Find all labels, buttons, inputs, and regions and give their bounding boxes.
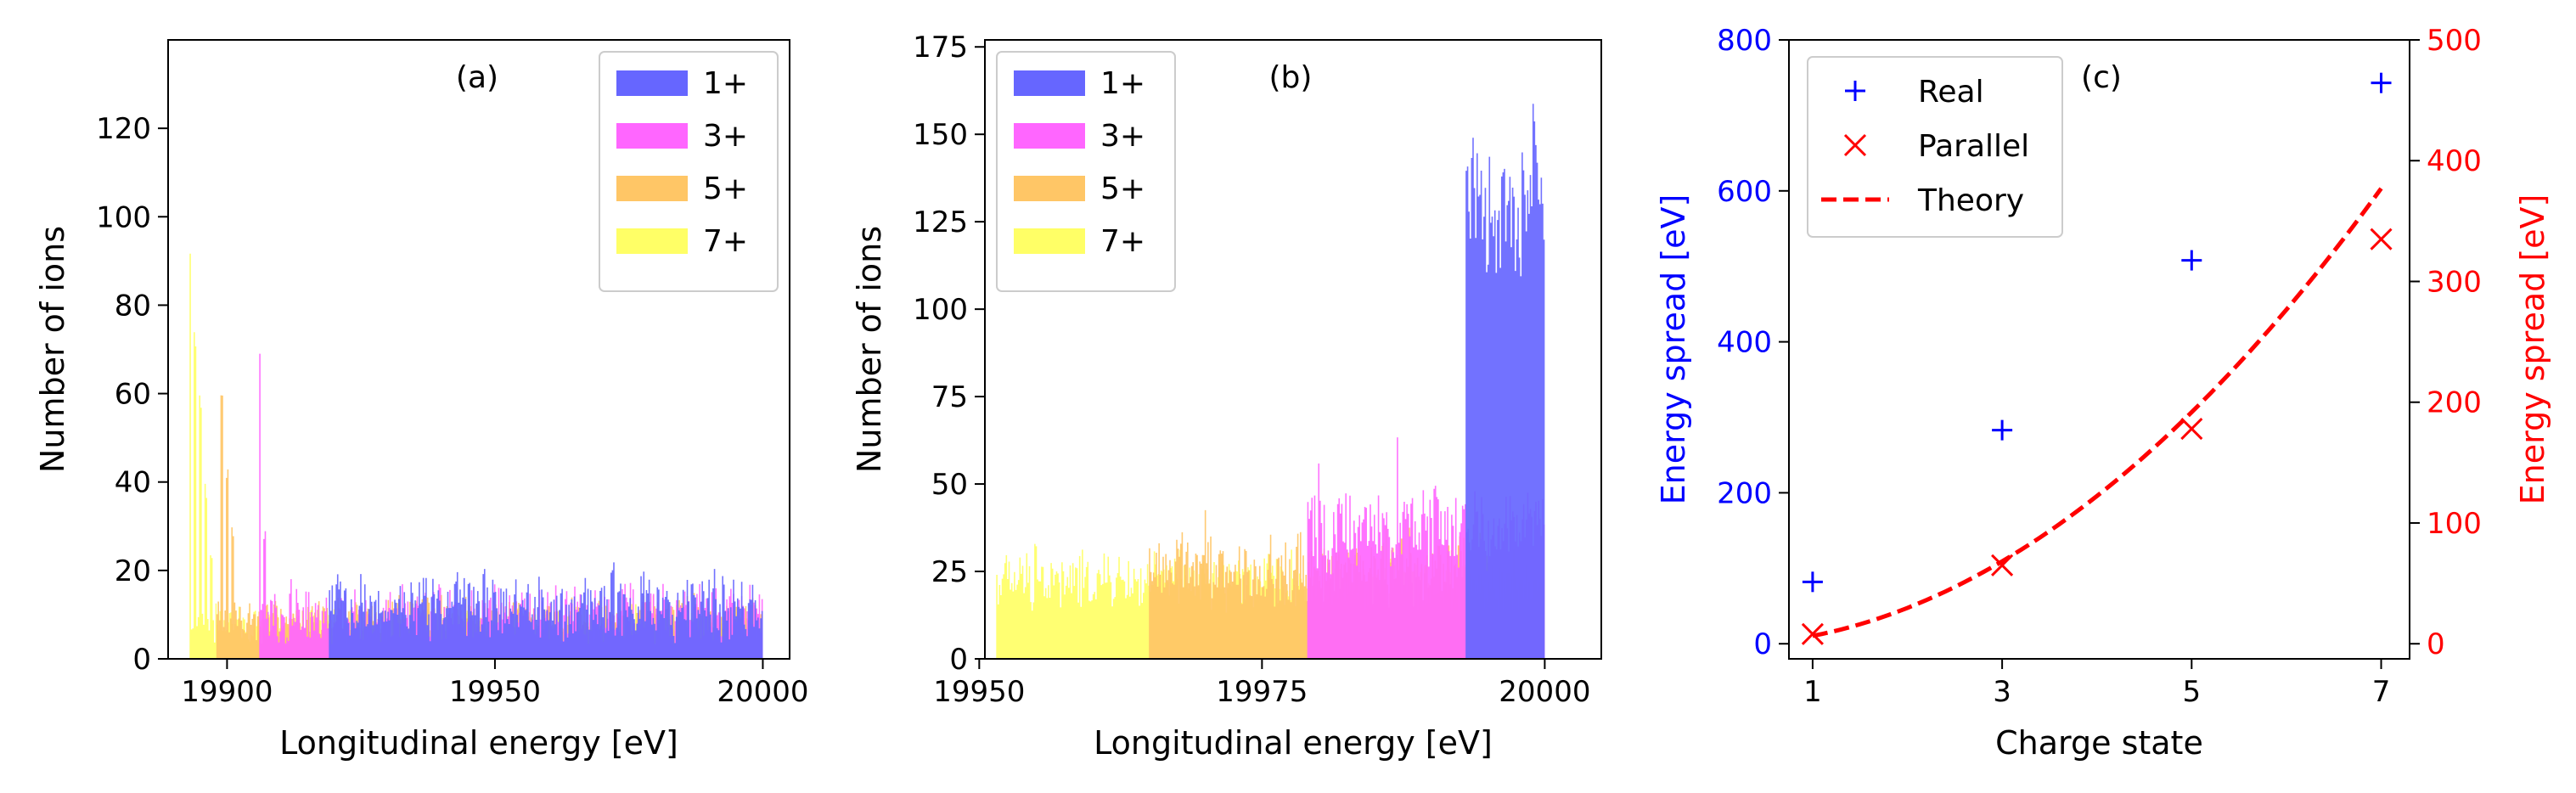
legend-box bbox=[1807, 56, 2063, 238]
y-tick-label: 80 bbox=[115, 289, 151, 323]
y-right-tick-label: 400 bbox=[2427, 144, 2482, 178]
y-tick-label: 60 bbox=[115, 378, 151, 412]
y-tick-label: 100 bbox=[96, 200, 151, 234]
panel-c: 1 3 5 7 0 200 400 600 800 0 100 200 300 400 500 Charge … bbox=[1655, 24, 2551, 762]
legend-label-7+: 7+ bbox=[703, 224, 748, 259]
y-tick-label: 150 bbox=[913, 118, 968, 152]
x-tick-label: 20000 bbox=[1499, 675, 1590, 709]
y-tick-label: 175 bbox=[913, 31, 968, 65]
legend-swatch-7+ bbox=[616, 228, 688, 254]
axes-frame bbox=[984, 39, 1602, 660]
plot-area bbox=[996, 104, 1545, 659]
legend: 1+ 3+ 5+ 7+ bbox=[599, 51, 779, 292]
legend-label-5+: 5+ bbox=[1100, 172, 1145, 206]
y-tick-label: 0 bbox=[132, 643, 151, 677]
legend-swatch-3+ bbox=[616, 123, 688, 149]
legend-marker-parallel-2 bbox=[1843, 133, 1867, 157]
panel-b: 19950 19975 20000 0 25 50 75 100 125 150 175 Longit… bbox=[851, 31, 1602, 762]
legend-label-parallel: Parallel bbox=[1918, 129, 2029, 164]
parallel-marker bbox=[2180, 417, 2203, 441]
x-axis-label: Longitudinal energy [eV] bbox=[279, 724, 678, 762]
panel-annotation: (c) bbox=[2081, 60, 2122, 95]
y-right-tick-label: 0 bbox=[2427, 627, 2445, 661]
y-left-tick-label: 200 bbox=[1717, 476, 1772, 510]
legend: Real Parallel Theory bbox=[1807, 56, 2063, 238]
y-tick-label: 120 bbox=[96, 112, 151, 146]
y-tick-label: 50 bbox=[931, 468, 968, 502]
histogram-series-1+ bbox=[329, 562, 763, 659]
y-tick-label: 125 bbox=[913, 205, 968, 239]
legend-label-3+: 3+ bbox=[703, 119, 748, 154]
legend-swatch-1+ bbox=[1014, 70, 1085, 96]
legend-swatch-7+ bbox=[1014, 228, 1085, 254]
x-tick-label: 5 bbox=[2182, 675, 2201, 709]
x-tick-label: 19975 bbox=[1216, 675, 1308, 709]
x-stroke-2 bbox=[2370, 228, 2393, 250]
y-left-tick-label: 0 bbox=[1753, 627, 1772, 661]
legend-label-theory: Theory bbox=[1917, 183, 2024, 218]
parallel-marker bbox=[2370, 228, 2393, 250]
panel-a: 19900 19950 20000 0 20 40 60 80 100 120 Longitudin… bbox=[34, 39, 809, 762]
y-left-axis-label: Energy spread [eV] bbox=[1655, 194, 1692, 505]
x-tick-label: 1 bbox=[1803, 675, 1822, 709]
x-axis-label: Charge state bbox=[1995, 724, 2203, 762]
y-left-tick-label: 600 bbox=[1717, 175, 1772, 209]
y-left-tick-label: 400 bbox=[1717, 326, 1772, 360]
y-right-tick-label: 100 bbox=[2427, 507, 2482, 541]
real-marker bbox=[2371, 72, 2392, 93]
real-marker bbox=[1802, 571, 1823, 593]
theory-curve bbox=[1812, 187, 2383, 638]
y-tick-label: 20 bbox=[115, 554, 151, 588]
histogram-series-1+ bbox=[1465, 104, 1545, 659]
x-tick-label: 19950 bbox=[449, 675, 541, 709]
y-right-axis-label: Energy spread [eV] bbox=[2514, 194, 2551, 505]
legend: 1+ 3+ 5+ 7+ bbox=[996, 51, 1176, 292]
x-stroke-2 bbox=[2180, 417, 2203, 441]
axes-frame bbox=[1788, 39, 2410, 660]
y-tick-label: 100 bbox=[913, 293, 968, 327]
y-tick-label: 25 bbox=[931, 555, 968, 589]
y-tick-label: 0 bbox=[949, 643, 968, 677]
legend-label-real: Real bbox=[1918, 75, 1984, 110]
panel-annotation: (b) bbox=[1269, 60, 1313, 95]
x-axis-label: Longitudinal energy [eV] bbox=[1094, 724, 1493, 762]
real-marker bbox=[2181, 250, 2202, 271]
x-tick-label: 20000 bbox=[717, 675, 808, 709]
x-tick-label: 19950 bbox=[933, 675, 1025, 709]
legend-swatch-5+ bbox=[616, 176, 688, 201]
real-marker bbox=[1992, 419, 2013, 441]
y-right-tick-label: 300 bbox=[2427, 265, 2482, 299]
y-tick-label: 40 bbox=[115, 466, 151, 500]
x-tick-label: 3 bbox=[1993, 675, 2011, 709]
legend-swatch-3+ bbox=[1014, 123, 1085, 149]
y-right-tick-label: 200 bbox=[2427, 386, 2482, 420]
legend-label-1+: 1+ bbox=[1100, 66, 1145, 101]
x-tick-label: 7 bbox=[2372, 675, 2391, 709]
legend-swatch-1+ bbox=[616, 70, 688, 96]
histogram-series-7+ bbox=[189, 253, 763, 659]
panel-annotation: (a) bbox=[456, 60, 498, 95]
legend-label-7+: 7+ bbox=[1100, 224, 1145, 259]
x-tick-label: 19900 bbox=[181, 675, 273, 709]
legend-label-5+: 5+ bbox=[703, 172, 748, 206]
legend-swatch-5+ bbox=[1014, 176, 1085, 201]
y-right-tick-label: 500 bbox=[2427, 24, 2482, 58]
plot-area bbox=[189, 253, 763, 659]
y-tick-label: 75 bbox=[931, 380, 968, 414]
y-axis-label: Number of ions bbox=[851, 226, 888, 473]
axes-frame bbox=[167, 39, 790, 660]
legend-label-1+: 1+ bbox=[703, 66, 748, 101]
histogram-series-3+ bbox=[259, 353, 763, 659]
y-left-tick-label: 800 bbox=[1717, 24, 1772, 58]
y-axis-label: Number of ions bbox=[34, 226, 71, 473]
legend-label-3+: 3+ bbox=[1100, 119, 1145, 154]
